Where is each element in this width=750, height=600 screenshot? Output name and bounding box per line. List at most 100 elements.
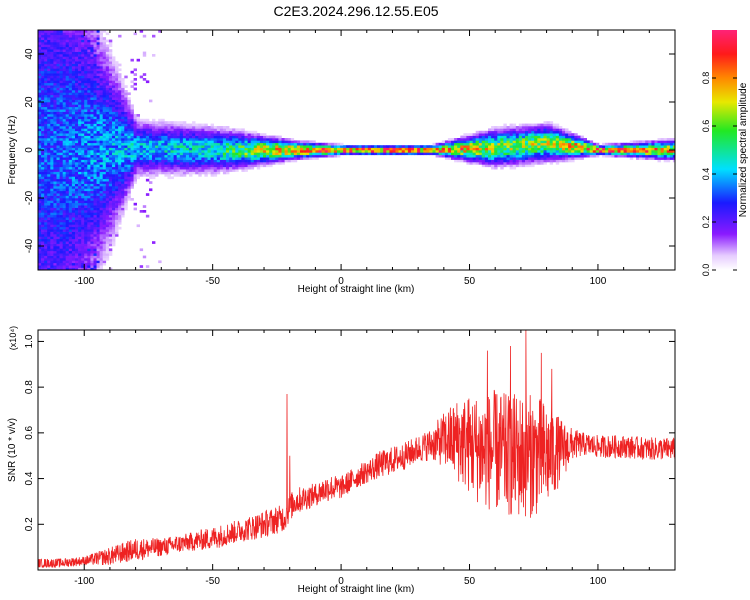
heatmap-cell — [632, 142, 637, 146]
heatmap-cell — [68, 195, 73, 199]
heatmap-cell — [182, 169, 187, 172]
heatmap-cell — [38, 258, 42, 261]
heatmap-cell — [155, 130, 159, 134]
heatmap-cell — [59, 145, 63, 148]
heatmap-cell — [84, 56, 88, 60]
heatmap-cell — [506, 142, 510, 146]
heatmap-cell — [672, 150, 675, 153]
heatmap-cell — [50, 147, 54, 151]
heatmap-cell — [161, 154, 165, 158]
heatmap-cell — [56, 123, 60, 127]
heatmap-cell — [47, 140, 51, 144]
heatmap-cell — [244, 140, 248, 144]
heatmap-cell — [78, 32, 82, 36]
heatmap-cell — [41, 61, 45, 64]
x-tick-label: -50 — [205, 276, 220, 287]
heatmap-cell — [93, 128, 97, 132]
heatmap-cell — [96, 243, 100, 247]
heatmap-cell — [414, 147, 418, 151]
heatmap-cell — [173, 126, 177, 129]
heatmap-cell — [500, 147, 504, 151]
heatmap-cell — [87, 183, 91, 187]
heatmap-cell — [118, 138, 122, 141]
heatmap-cell — [139, 128, 144, 132]
heatmap-cell — [475, 154, 480, 158]
heatmap-cell — [571, 135, 575, 139]
heatmap-cell — [41, 248, 45, 252]
heatmap-cell — [555, 126, 560, 129]
heatmap-cell — [515, 147, 520, 151]
heatmap-cell — [247, 130, 251, 134]
heatmap-cell — [53, 171, 57, 175]
heatmap-cell — [41, 238, 45, 242]
heatmap-cell — [47, 56, 51, 60]
heatmap-cell — [62, 176, 67, 180]
heatmap-cell — [466, 162, 470, 165]
heatmap-cell — [38, 66, 42, 69]
heatmap-cell — [108, 39, 113, 43]
heatmap-cell — [102, 164, 107, 168]
heatmap-cell — [127, 186, 131, 189]
heatmap-cell — [99, 142, 103, 146]
heatmap-cell — [53, 46, 57, 50]
heatmap-cell — [47, 70, 51, 74]
heatmap-cell — [87, 214, 91, 218]
heatmap-cell — [315, 150, 319, 153]
heatmap-cell — [78, 145, 82, 148]
heatmap-cell — [118, 73, 122, 76]
heatmap-cell — [59, 92, 63, 96]
heatmap-cell — [127, 171, 131, 175]
heatmap-cell — [99, 205, 103, 208]
heatmap-cell — [99, 212, 103, 216]
heatmap-cell — [108, 49, 113, 52]
heatmap-cell — [361, 152, 365, 156]
heatmap-cell — [78, 70, 82, 74]
heatmap-cell — [176, 130, 181, 134]
heatmap-cell — [96, 147, 100, 151]
heatmap-cell — [50, 248, 54, 252]
heatmap-cell — [127, 198, 131, 201]
heatmap-cell — [41, 229, 45, 232]
heatmap-cell — [65, 159, 70, 163]
heatmap-cell — [219, 157, 224, 160]
heatmap-cell — [636, 145, 640, 148]
heatmap-cell — [84, 202, 88, 206]
heatmap-cell — [521, 157, 526, 160]
heatmap-cell — [666, 154, 671, 158]
heatmap-cell — [115, 85, 119, 88]
heatmap-cell — [65, 243, 70, 247]
heatmap-cell — [102, 202, 107, 206]
heatmap-cell — [167, 123, 171, 127]
heatmap-cell — [62, 193, 67, 196]
heatmap-cell — [81, 142, 85, 146]
heatmap-cell — [41, 97, 45, 100]
heatmap-cell — [161, 169, 165, 172]
heatmap-cell — [68, 202, 73, 206]
heatmap-cell — [56, 106, 60, 110]
heatmap-cell — [284, 159, 288, 163]
heatmap-cell — [84, 133, 88, 136]
heatmap-cell — [41, 123, 45, 127]
heatmap-cell — [170, 147, 174, 151]
heatmap-cell — [90, 181, 94, 184]
heatmap-cell — [133, 176, 137, 180]
heatmap-cell — [68, 49, 73, 52]
heatmap-cell — [75, 109, 79, 112]
heatmap-cell — [272, 138, 276, 141]
heatmap-cell — [93, 193, 97, 196]
heatmap-cell — [44, 178, 48, 182]
heatmap-cell — [599, 147, 603, 151]
heatmap-cell — [75, 66, 79, 69]
heatmap-cell — [96, 32, 100, 36]
heatmap-cell — [96, 231, 100, 235]
heatmap-cell — [68, 32, 73, 36]
heatmap-cell — [59, 99, 63, 103]
heatmap-cell — [284, 147, 288, 151]
heatmap-cell — [481, 133, 486, 136]
heatmap-cell — [90, 121, 94, 124]
heatmap-cell — [53, 49, 57, 52]
heatmap-cell — [90, 176, 94, 180]
heatmap-cell — [78, 255, 82, 259]
heatmap-cell — [71, 265, 76, 268]
heatmap-cell — [546, 157, 550, 160]
